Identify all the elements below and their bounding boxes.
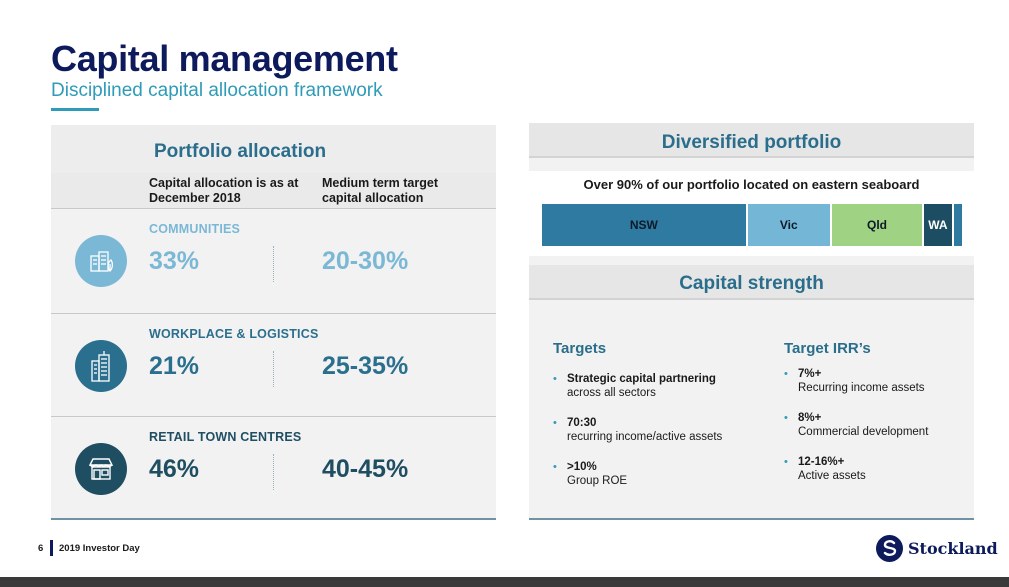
- bullet-value: Strategic capital partnering: [567, 373, 716, 385]
- page-number: 6: [38, 543, 44, 554]
- bullet-dot-icon: •: [553, 373, 557, 385]
- slide-subtitle: Disciplined capital allocation framework: [51, 80, 383, 101]
- segment-vic: Vic: [747, 204, 832, 246]
- bullet-description: across all sectors: [567, 387, 656, 399]
- right-panel: Diversified portfolio Over 90% of our po…: [529, 123, 974, 520]
- bullet-item: • >10% Group ROE: [553, 460, 753, 488]
- capital-strength-title: Capital strength: [679, 273, 824, 294]
- bullet-dot-icon: •: [553, 417, 557, 429]
- allocation-row: WORKPLACE & LOGISTICS 21% 25-35%: [51, 313, 496, 416]
- slide-title: Capital management: [51, 38, 398, 79]
- stockland-logo: Stockland: [876, 534, 998, 562]
- bullet-value: >10%: [567, 461, 597, 473]
- office-tower-icon: [75, 340, 127, 392]
- diversified-portfolio-header: Diversified portfolio: [529, 123, 974, 158]
- bullet-dot-icon: •: [553, 461, 557, 473]
- bullet-description: recurring income/active assets: [567, 431, 723, 443]
- stockland-logo-icon: [876, 534, 903, 562]
- title-underline: [51, 108, 99, 111]
- value-divider: [273, 246, 274, 282]
- portfolio-allocation-panel: Portfolio allocation Capital allocation …: [51, 125, 496, 520]
- bullet-description: Recurring income assets: [798, 382, 925, 394]
- current-allocation-value: 21%: [149, 352, 200, 380]
- eastern-seaboard-note: Over 90% of our portfolio located on eas…: [583, 177, 920, 192]
- segment-nsw: NSW: [542, 204, 748, 246]
- target-irr-title: Target IRR’s: [784, 340, 871, 357]
- storefront-icon: [75, 443, 127, 495]
- diversified-portfolio-title: Diversified portfolio: [661, 132, 842, 153]
- buildings-leaf-icon: [75, 235, 127, 287]
- bullet-item: • 8%+ Commercial development: [784, 411, 984, 439]
- portfolio-allocation-title: Portfolio allocation: [154, 141, 327, 162]
- bullet-value: 8%+: [798, 412, 822, 424]
- target-irr-list: • 7%+ Recurring income assets • 8%+ Commercia…: [784, 367, 984, 499]
- bullet-description: Commercial development: [798, 426, 929, 438]
- segment-qld: Qld: [831, 204, 925, 246]
- sector-label: RETAIL TOWN CENTRES: [149, 430, 302, 444]
- allocation-row: RETAIL TOWN CENTRES 46% 40-45%: [51, 416, 496, 519]
- bullet-item: • 7%+ Recurring income assets: [784, 367, 984, 395]
- geographic-split-bar: NSW Vic Qld WA: [542, 204, 962, 246]
- brand-name: Stockland: [908, 538, 998, 558]
- bullet-dot-icon: •: [784, 368, 788, 380]
- target-allocation-value: 20-30%: [322, 247, 409, 275]
- bullet-item: • 12-16%+ Active assets: [784, 455, 984, 483]
- current-allocation-header: Capital allocation is as at December 201…: [149, 176, 299, 205]
- bullet-description: Active assets: [798, 470, 866, 482]
- segment-other: [953, 204, 962, 246]
- footer-divider: [50, 540, 53, 556]
- bullet-value: 70:30: [567, 417, 597, 429]
- value-divider: [273, 454, 274, 490]
- segment-wa: WA: [924, 204, 954, 246]
- bullet-value: 12-16%+: [798, 456, 845, 468]
- bullet-dot-icon: •: [784, 456, 788, 468]
- capital-strength-header: Capital strength: [529, 265, 974, 300]
- current-allocation-value: 33%: [149, 247, 200, 275]
- value-divider: [273, 351, 274, 387]
- bullet-value: 7%+: [798, 368, 822, 380]
- sector-label: COMMUNITIES: [149, 222, 241, 236]
- portfolio-allocation-header: Portfolio allocation: [51, 125, 496, 173]
- targets-title: Targets: [553, 340, 607, 357]
- bottom-bar: [0, 577, 1009, 587]
- event-name: 2019 Investor Day: [59, 543, 140, 554]
- current-allocation-value: 46%: [149, 455, 200, 483]
- target-allocation-value: 25-35%: [322, 352, 409, 380]
- targets-list: • Strategic capital partnering across all …: [553, 372, 753, 504]
- sector-label: WORKPLACE & LOGISTICS: [149, 327, 319, 341]
- bullet-description: Group ROE: [567, 475, 628, 487]
- target-allocation-header: Medium term target capital allocation: [322, 176, 438, 205]
- bullet-item: • Strategic capital partnering across all …: [553, 372, 753, 400]
- column-headers: Capital allocation is as at December 201…: [51, 173, 496, 209]
- target-allocation-value: 40-45%: [322, 455, 409, 483]
- bullet-item: • 70:30 recurring income/active assets: [553, 416, 753, 444]
- bullet-dot-icon: •: [784, 412, 788, 424]
- allocation-row: COMMUNITIES 33% 20-30%: [51, 209, 496, 312]
